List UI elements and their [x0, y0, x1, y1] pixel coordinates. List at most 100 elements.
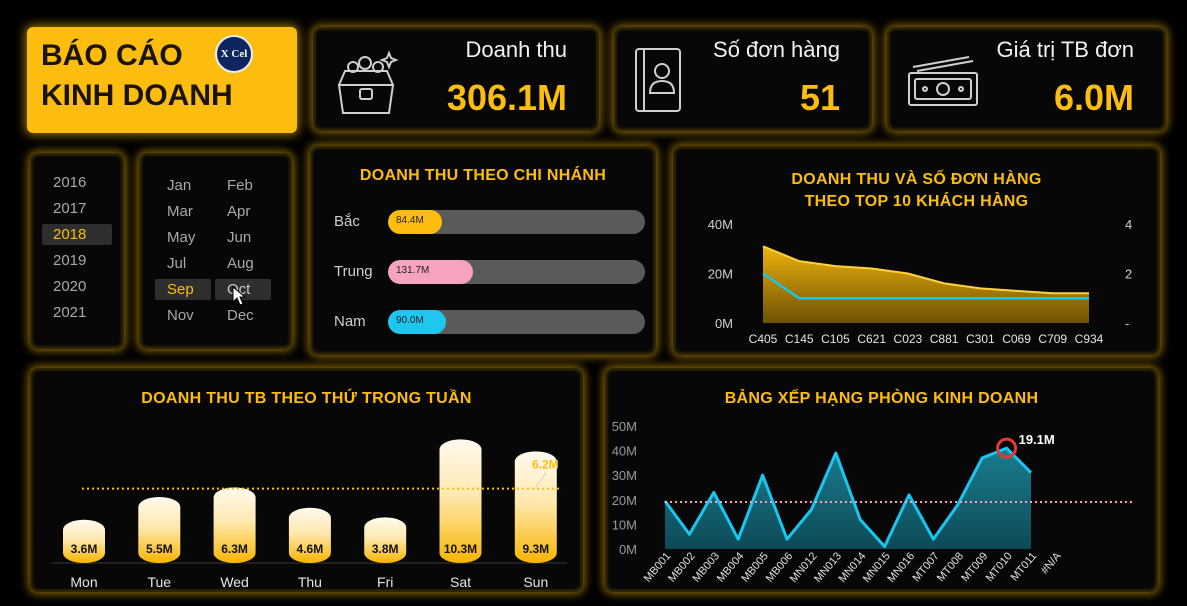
average-callout-line: [534, 472, 547, 489]
month-option-may[interactable]: May: [167, 229, 196, 246]
year-slicer: 2016 2017 2018 2019 2020 2021: [30, 153, 124, 349]
weekday-tick: Thu: [298, 574, 322, 590]
weekday-bar[interactable]: [138, 497, 181, 563]
branch-label: Bắc: [334, 213, 360, 230]
branch-label: Nam: [334, 313, 366, 330]
top-customers-title-line1: DOANH THU VÀ SỐ ĐƠN HÀNG: [791, 171, 1042, 188]
month-option-jan[interactable]: Jan: [167, 177, 192, 194]
right-axis-tick: -: [1125, 316, 1129, 331]
kpi-revenue-value: 306.1M: [446, 77, 567, 118]
weekday-tick: Sat: [450, 574, 471, 590]
weekday-tick: Mon: [70, 574, 97, 590]
ranking-x-tick: MT011: [1009, 550, 1040, 583]
ranking-x-tick: MT010: [984, 550, 1015, 584]
weekday-bar-label: 4.6M: [297, 542, 324, 556]
year-option-2017[interactable]: 2017: [53, 200, 87, 217]
month-option-sep[interactable]: Sep: [155, 279, 211, 300]
weekday-bar[interactable]: [364, 517, 407, 563]
weekday-bar-label: 6.3M: [221, 542, 248, 556]
ranking-y-tick: 50M: [612, 419, 637, 434]
ranking-y-tick: 30M: [612, 468, 637, 483]
month-option-dec[interactable]: Dec: [227, 307, 254, 324]
branch-revenue-title: DOANH THU THEO CHI NHÁNH: [359, 167, 607, 184]
weekday-bar-label: 10.3M: [444, 542, 477, 556]
report-title-line1: BÁO CÁO: [41, 39, 183, 72]
customer-tick: C105: [821, 332, 850, 346]
branch-label: Trung: [334, 263, 373, 280]
branch-bar[interactable]: [388, 310, 446, 334]
customer-tick: C881: [930, 332, 959, 346]
treasure-chest-icon: [337, 50, 399, 114]
month-option-feb[interactable]: Feb: [227, 177, 253, 194]
weekday-bar-label: 3.6M: [71, 542, 98, 556]
left-axis-tick: 40M: [708, 217, 733, 232]
branch-bar-value: 131.7M: [396, 265, 430, 276]
kpi-revenue-label: Doanh thu: [465, 37, 567, 62]
weekday-tick: Fri: [377, 574, 393, 590]
month-option-jul[interactable]: Jul: [167, 255, 187, 272]
customer-tick: C621: [857, 332, 886, 346]
branch-bar[interactable]: [388, 260, 473, 284]
sales-dept-ranking-panel: BẢNG XẾP HẠNG PHÒNG KINH DOANH 0M 10M 20M 3…: [605, 368, 1158, 592]
weekday-bar[interactable]: [514, 451, 557, 563]
sales-dept-ranking-title: BẢNG XẾP HẠNG PHÒNG KINH DOANH: [724, 390, 1039, 407]
customer-tick: C069: [1002, 332, 1031, 346]
left-axis-tick: 20M: [708, 267, 733, 282]
revenue-line: [762, 245, 1089, 295]
revenue-area: [763, 246, 1089, 323]
customer-tick: C023: [894, 332, 923, 346]
weekday-revenue-title: DOANH THU TB THEO THỨ TRONG TUẦN: [141, 390, 472, 407]
xcel-logo: X Cel: [215, 35, 253, 73]
right-axis-tick: 2: [1125, 267, 1132, 282]
month-option-jun[interactable]: Jun: [227, 229, 252, 246]
kpi-card-revenue: Doanh thu 306.1M: [313, 27, 599, 131]
highlight-label: 19.1M: [1019, 432, 1055, 447]
month-slicer: Jan Feb Mar Apr May Jun Jul Aug Sep Oct Nov Dec: [139, 153, 292, 349]
sales-dept-ranking-chart: 0M10M20M30M40M50M19.1MMB001MB002MB003MB0…: [612, 419, 1135, 585]
ranking-y-tick: 20M: [612, 493, 637, 508]
mouse-cursor-icon: [232, 286, 247, 306]
contact-book-icon: [635, 48, 681, 112]
month-option-nov[interactable]: Nov: [167, 307, 194, 324]
report-title-card: BÁO CÁO KINH DOANH X Cel: [27, 27, 297, 133]
year-option-2016[interactable]: 2016: [53, 174, 87, 191]
ranking-area: [665, 448, 1031, 549]
year-option-2018[interactable]: 2018: [42, 224, 112, 245]
weekday-bar-label: 5.5M: [146, 542, 173, 556]
report-title: BÁO CÁO KINH DOANH: [41, 36, 233, 116]
weekday-revenue-panel: DOANH THU TB THEO THỨ TRONG TUẦN 3.6M Mon…: [30, 368, 583, 592]
kpi-avg-order-value: 6.0M: [1053, 77, 1134, 118]
weekday-tick: Tue: [147, 574, 171, 590]
weekday-bar[interactable]: [63, 519, 105, 563]
right-axis-tick: 4: [1125, 217, 1132, 232]
weekday-bar[interactable]: [439, 439, 482, 563]
top-customers-title-line2: THEO TOP 10 KHÁCH HÀNG: [804, 193, 1029, 210]
customer-tick: C405: [749, 332, 778, 346]
highlight-marker[interactable]: [996, 437, 1018, 459]
year-option-2019[interactable]: 2019: [53, 252, 87, 269]
branch-bar[interactable]: [388, 210, 443, 234]
year-option-2021[interactable]: 2021: [53, 304, 87, 321]
branch-bar-track: 84.4M: [388, 210, 645, 234]
kpi-card-orders: Số đơn hàng 51: [614, 27, 872, 131]
branch-bar-track: 90.0M: [388, 310, 645, 334]
kpi-card-avg-order: Giá trị TB đơn 6.0M: [887, 27, 1166, 131]
left-axis-tick: 0M: [715, 316, 733, 331]
top-customers-chart: 0M 20M 40M - 2 4 C405 C145 C105 C621 C023 C881 C301 C…: [708, 217, 1133, 346]
weekday-bar-label: 3.8M: [372, 542, 399, 556]
ranking-x-tick: #N/A: [1039, 550, 1064, 577]
ranking-y-tick: 40M: [612, 444, 637, 459]
weekday-revenue-chart: 3.6M Mon 5.5M Tue 6.3M Wed 4.6M Thu 3.8M Fri 10.3M…: [52, 439, 567, 590]
weekday-tick: Wed: [220, 574, 249, 590]
year-option-2020[interactable]: 2020: [53, 278, 87, 295]
branch-bar-track: 131.7M: [388, 260, 645, 284]
month-option-apr[interactable]: Apr: [227, 203, 251, 220]
weekday-bar[interactable]: [213, 487, 256, 563]
month-option-mar[interactable]: Mar: [167, 203, 193, 220]
banknote-icon: [908, 56, 978, 106]
weekday-average-label: 6.2M: [532, 458, 559, 472]
kpi-orders-label: Số đơn hàng: [713, 37, 840, 62]
month-option-aug[interactable]: Aug: [227, 255, 254, 272]
weekday-bar[interactable]: [288, 507, 331, 563]
branch-revenue-panel: DOANH THU THEO CHI NHÁNH Bắc 84.4M Trung 13…: [310, 146, 656, 355]
